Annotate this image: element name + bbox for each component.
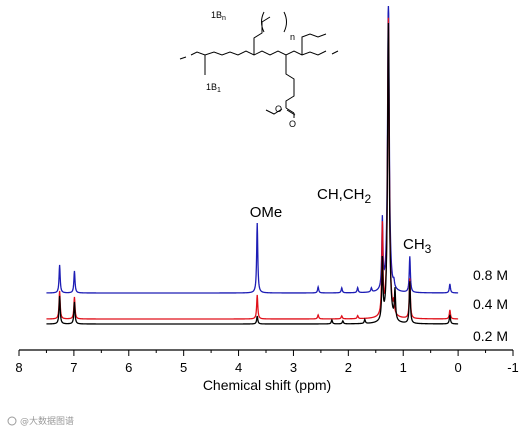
ome-peak-label: OMe [250,204,283,221]
x-tick-label-8: 0 [454,360,461,375]
x-tick-label-5: 3 [290,360,297,375]
spectra-group [46,5,459,325]
x-axis-ticks: 8 7 6 5 4 3 2 1 0 -1 [15,350,519,375]
watermark: @大数据图谱 [7,415,74,427]
spectrum-0.2M [46,22,459,325]
ester-oxygen-bond [265,108,283,115]
series-label-0.2M: 0.2 M [473,328,508,344]
spectrum-0.8M [46,5,459,294]
x-tick-label-3: 5 [180,360,187,375]
chemical-structure [179,11,339,118]
x-tick-label-6: 2 [345,360,352,375]
ester-chain [285,55,295,108]
x-tick-label-2: 6 [125,360,132,375]
spectrum-0.4M [46,17,459,320]
watermark-text: @大数据图谱 [20,415,74,427]
carbonyl-oxygen-label: O [289,119,296,129]
n-repeat-label: n [290,32,295,42]
series-label-0.8M: 0.8 M [473,267,508,283]
backbone-bonds [179,50,339,60]
b1-label: 1B1 [206,82,221,94]
ch3-peak-label: CH3 [403,236,432,256]
x-axis: 8 7 6 5 4 3 2 1 0 -1 [15,349,519,375]
upper-right-bonds [301,33,327,55]
x-tick-label-7: 1 [400,360,407,375]
bn-label: 1Bn [211,10,226,22]
x-tick-label-0: 8 [15,360,22,375]
ester-oxygen-label: O [275,104,282,114]
bn-bracket-right [283,11,287,33]
bn-branch-bonds [253,16,271,55]
ch-ch2-peak-label: CH,CH2 [317,186,372,206]
x-tick-label-1: 7 [70,360,77,375]
series-label-0.4M: 0.4 M [473,296,508,312]
x-axis-title: Chemical shift (ppm) [203,377,331,393]
carbonyl-bond [285,107,296,118]
watermark-logo-icon [7,416,17,426]
x-tick-label-4: 4 [235,360,242,375]
bn-bracket-left [261,11,265,33]
x-tick-label-9: -1 [507,360,519,375]
